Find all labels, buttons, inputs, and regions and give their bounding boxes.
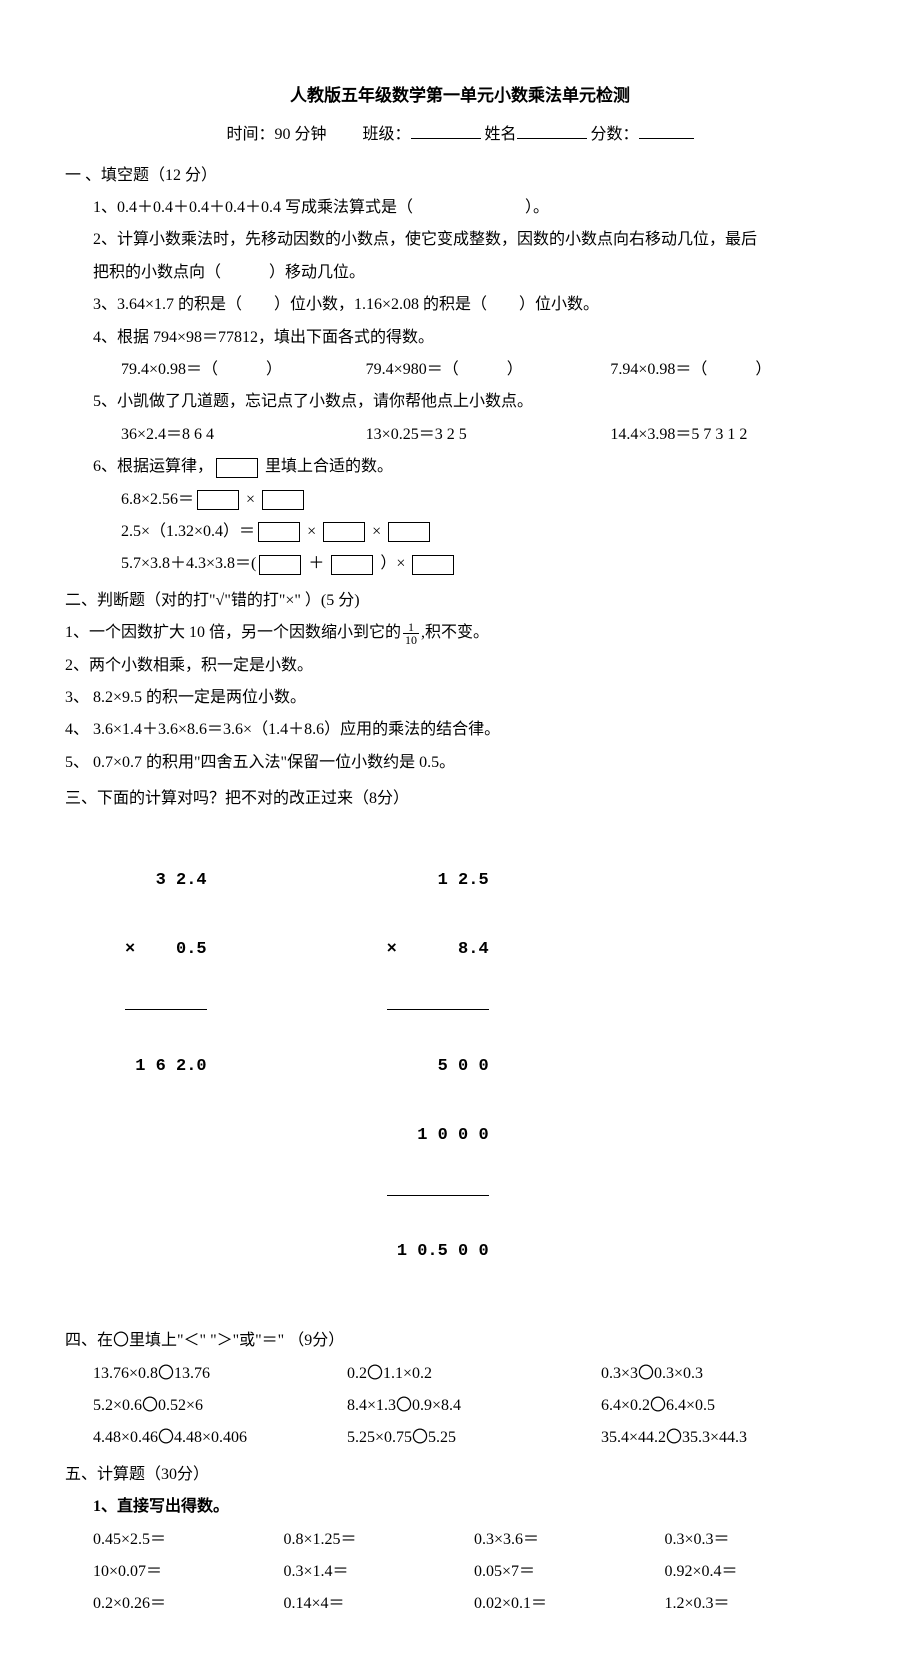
q2-4: 4、 3.6×1.4＋3.6×8.6＝3.6×（1.4＋8.6）应用的乘法的结合… <box>65 715 855 745</box>
calc-line: × 0.5 <box>125 939 207 962</box>
q5-r2c2: 0.3×1.4＝ <box>284 1557 475 1587</box>
fill-box[interactable] <box>323 522 365 542</box>
q1-5b: 13×0.25＝3 2 5 <box>366 420 611 450</box>
q2-1a: 1、一个因数扩大 10 倍，另一个因数缩小到它的 <box>65 624 401 641</box>
q2-3: 3、 8.2×9.5 的积一定是两位小数。 <box>65 683 855 713</box>
calc-line: 1 6 2.0 <box>125 1056 207 1079</box>
q1-5a: 36×2.4＝8 6 4 <box>121 420 366 450</box>
q1-6b-mid2: × <box>368 523 385 540</box>
calc-line: 1 0 0 0 <box>387 1125 489 1148</box>
time-label: 时间：90 分钟 <box>226 126 326 143</box>
q5-r1c1: 0.45×2.5＝ <box>93 1525 284 1555</box>
q1-3: 3、3.64×1.7 的积是（ ）位小数，1.16×2.08 的积是（ ）位小数… <box>65 290 855 320</box>
fill-box[interactable] <box>412 555 454 575</box>
q5-r3c3: 0.02×0.1＝ <box>474 1589 665 1619</box>
name-blank[interactable] <box>517 122 587 140</box>
q1-6b: 2.5×（1.32×0.4）＝ × × <box>65 517 855 547</box>
fill-box[interactable] <box>262 490 304 510</box>
calc-1: 3 2.4 × 0.5 1 6 2.0 <box>125 825 207 1311</box>
q1-4c: 7.94×0.98＝（ ） <box>610 355 855 385</box>
calc-rule <box>125 1009 207 1010</box>
q1-1: 1、0.4＋0.4＋0.4＋0.4＋0.4 写成乘法算式是（ ）。 <box>65 193 855 223</box>
q1-6c-mid: ＋ <box>304 555 328 572</box>
q1-6c: 5.7×3.8＋4.3×3.8＝( ＋ ）× <box>65 549 855 579</box>
calc-2: 1 2.5 × 8.4 5 0 0 1 0 0 0 1 0.5 0 0 <box>387 825 489 1311</box>
fill-box[interactable] <box>258 522 300 542</box>
q1-6-tail: 里填上合适的数。 <box>261 458 393 475</box>
class-label: 班级： <box>362 126 410 143</box>
fill-box[interactable] <box>331 555 373 575</box>
section-2-header: 二、判断题（对的打"√"错的打"×" ）(5 分) <box>65 586 855 616</box>
q4-r2c1: 5.2×0.6〇0.52×6 <box>93 1391 347 1421</box>
q5-r2c3: 0.05×7＝ <box>474 1557 665 1587</box>
score-label: 分数： <box>591 126 639 143</box>
q1-4b: 79.4×980＝（ ） <box>366 355 611 385</box>
q4-r1c3: 0.3×3〇0.3×0.3 <box>601 1359 855 1389</box>
fill-box[interactable] <box>197 490 239 510</box>
q1-6b-left: 2.5×（1.32×0.4）＝ <box>121 523 255 540</box>
section-5-sub1: 1、直接写出得数。 <box>65 1492 855 1522</box>
fraction: 110 <box>403 621 419 646</box>
q5-r1c2: 0.8×1.25＝ <box>284 1525 475 1555</box>
q5-r2c4: 0.92×0.4＝ <box>665 1557 856 1587</box>
frac-den: 10 <box>403 634 419 646</box>
calc-line: 5 0 0 <box>387 1056 489 1079</box>
exam-info: 时间：90 分钟 班级： 姓名 分数： <box>65 120 855 150</box>
q2-1b: ,积不变。 <box>421 624 489 641</box>
fill-box[interactable] <box>216 458 258 478</box>
q5-r1c4: 0.3×0.3＝ <box>665 1525 856 1555</box>
q1-6a: 6.8×2.56＝ × <box>65 485 855 515</box>
calc-line: × 8.4 <box>387 939 489 962</box>
q1-6a-mid: × <box>242 491 255 508</box>
q5-r2c1: 10×0.07＝ <box>93 1557 284 1587</box>
fill-box[interactable] <box>259 555 301 575</box>
q4-r3c1: 4.48×0.46〇4.48×0.406 <box>93 1423 347 1453</box>
page-title: 人教版五年级数学第一单元小数乘法单元检测 <box>65 80 855 112</box>
section-3-header: 三、下面的计算对吗？把不对的改正过来（8分） <box>65 784 855 814</box>
q4-r3c2: 5.25×0.75〇5.25 <box>347 1423 601 1453</box>
q2-2: 2、两个小数相乘，积一定是小数。 <box>65 651 855 681</box>
q1-6a-left: 6.8×2.56＝ <box>121 491 194 508</box>
q1-4: 4、根据 794×98＝77812，填出下面各式的得数。 <box>65 323 855 353</box>
calculation-area: 3 2.4 × 0.5 1 6 2.0 1 2.5 × 8.4 5 0 0 1 … <box>65 825 855 1311</box>
q1-6c-right: ）× <box>376 555 409 572</box>
q1-6: 6、根据运算律， 里填上合适的数。 <box>65 452 855 482</box>
calc-line: 3 2.4 <box>125 870 207 893</box>
q1-5: 5、小凯做了几道题，忘记点了小数点，请你帮他点上小数点。 <box>65 387 855 417</box>
q5-r1c3: 0.3×3.6＝ <box>474 1525 665 1555</box>
section-5-header: 五、计算题（30分） <box>65 1460 855 1490</box>
q5-r3c4: 1.2×0.3＝ <box>665 1589 856 1619</box>
q4-r2c3: 6.4×0.2〇6.4×0.5 <box>601 1391 855 1421</box>
q5-r3c1: 0.2×0.26＝ <box>93 1589 284 1619</box>
q1-5c: 14.4×3.98＝5 7 3 1 2 <box>610 420 855 450</box>
class-blank[interactable] <box>411 122 481 140</box>
q1-6-text: 6、根据运算律， <box>93 458 213 475</box>
q1-2: 2、计算小数乘法时，先移动因数的小数点，使它变成整数，因数的小数点向右移动几位，… <box>65 225 855 255</box>
q1-6c-left: 5.7×3.8＋4.3×3.8＝( <box>121 555 256 572</box>
q1-6b-mid: × <box>303 523 320 540</box>
calc-rule <box>387 1009 489 1010</box>
q1-4a: 79.4×0.98＝（ ） <box>121 355 366 385</box>
section-1-header: 一 、填空题（12 分） <box>65 161 855 191</box>
q5-r3c2: 0.14×4＝ <box>284 1589 475 1619</box>
q4-r2c2: 8.4×1.3〇0.9×8.4 <box>347 1391 601 1421</box>
q2-5: 5、 0.7×0.7 的积用"四舍五入法"保留一位小数约是 0.5。 <box>65 748 855 778</box>
calc-line: 1 2.5 <box>387 870 489 893</box>
q4-r1c1: 13.76×0.8〇13.76 <box>93 1359 347 1389</box>
calc-rule <box>387 1195 489 1196</box>
q2-1: 1、一个因数扩大 10 倍，另一个因数缩小到它的110,积不变。 <box>65 618 855 648</box>
q4-r3c3: 35.4×44.2〇35.3×44.3 <box>601 1423 855 1453</box>
q4-r1c2: 0.2〇1.1×0.2 <box>347 1359 601 1389</box>
fill-box[interactable] <box>388 522 430 542</box>
score-blank[interactable] <box>639 122 694 140</box>
section-4-header: 四、在〇里填上"＜" "＞"或"＝" （9分） <box>65 1326 855 1356</box>
name-label: 姓名 <box>485 126 517 143</box>
q1-2b: 把积的小数点向（ ）移动几位。 <box>65 258 855 288</box>
calc-line: 1 0.5 0 0 <box>387 1241 489 1264</box>
